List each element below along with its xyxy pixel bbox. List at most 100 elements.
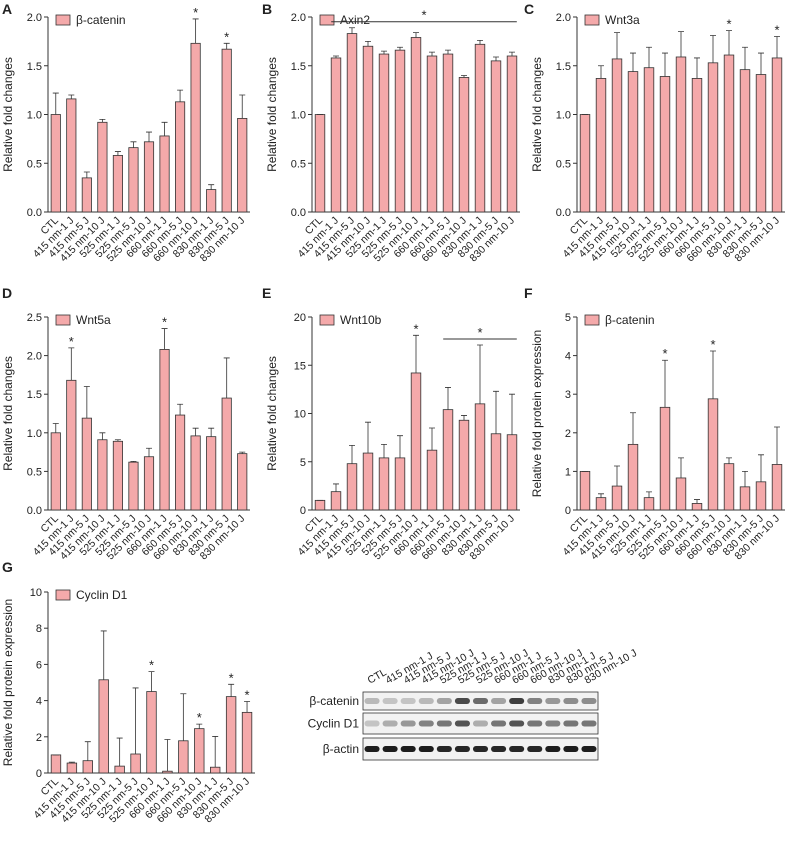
y-tick-label: 0 (36, 768, 42, 780)
error-bar (239, 451, 246, 454)
bar (611, 58, 623, 213)
bar (143, 456, 155, 511)
error-bar (228, 683, 235, 697)
blot-band (472, 746, 489, 752)
error-bar (208, 427, 215, 437)
blot-band (454, 720, 470, 727)
error-bar (333, 483, 339, 492)
y-axis-label: Relative fold changes (265, 356, 279, 471)
bar (362, 45, 374, 213)
significance-mark: * (197, 710, 202, 725)
y-tick-label: 0.0 (27, 207, 42, 219)
error-bar (146, 447, 152, 457)
y-axis-label: Relative fold changes (1, 356, 15, 471)
y-tick-label: 5 (300, 457, 306, 469)
error-bar (192, 18, 199, 44)
blot-band (509, 720, 525, 727)
error-bar (413, 32, 419, 38)
blot-band (382, 746, 398, 752)
error-bar (239, 94, 246, 119)
blot-band (527, 698, 543, 704)
bar (346, 33, 358, 213)
bar (595, 78, 607, 213)
panel-label: B (262, 1, 272, 17)
y-tick-label: 15 (294, 360, 306, 372)
significance-mark: * (477, 325, 482, 340)
error-bar (646, 46, 652, 68)
error-bar (429, 427, 435, 451)
bar (394, 457, 406, 511)
error-bar (710, 350, 716, 399)
y-tick-label: 1.0 (27, 428, 42, 440)
bar (394, 49, 406, 213)
legend-label: Wnt5a (76, 313, 111, 327)
error-bar (598, 493, 604, 498)
error-bar (365, 40, 371, 47)
bar (82, 760, 93, 774)
error-bar (381, 50, 387, 55)
significance-mark: * (193, 5, 198, 20)
bar (506, 434, 518, 511)
error-bar (710, 35, 716, 63)
bar (490, 433, 502, 511)
error-bar (192, 427, 199, 436)
error-bar (68, 94, 75, 99)
y-tick-label: 0.5 (27, 158, 42, 170)
blot-band (563, 720, 579, 727)
error-bar (116, 737, 123, 767)
blot-row-label: β-actin (323, 742, 359, 756)
y-axis-label: Relative fold protein expression (530, 330, 544, 497)
y-axis-label: Relative fold changes (265, 57, 279, 172)
bar (579, 470, 591, 511)
error-bar (208, 184, 215, 190)
bar (643, 497, 655, 511)
error-bar (381, 443, 387, 458)
error-bar (161, 121, 168, 136)
blot-band (364, 720, 380, 727)
y-tick-label: 0.5 (291, 158, 306, 170)
blot-band (364, 698, 380, 704)
panel-label: A (2, 1, 12, 17)
blot-band (581, 720, 597, 727)
y-tick-label: 1.0 (291, 110, 306, 122)
bar (130, 753, 141, 774)
y-tick-label: 0.5 (556, 158, 571, 170)
error-bar (509, 393, 515, 435)
bar (178, 740, 189, 774)
error-bar (130, 460, 137, 463)
error-bar (726, 30, 732, 56)
error-bar (177, 89, 184, 102)
error-bar (130, 141, 137, 148)
blot-panel (362, 712, 599, 735)
error-bar (397, 435, 403, 458)
y-axis-label: Relative fold protein expression (1, 599, 15, 766)
significance-mark: * (245, 688, 250, 703)
bar (81, 417, 92, 511)
error-bar (461, 415, 467, 421)
error-bar (177, 403, 184, 416)
bar (362, 452, 374, 511)
bar (175, 414, 186, 511)
bar (595, 497, 607, 511)
bar (114, 765, 125, 774)
error-bar (694, 499, 700, 504)
bar (627, 443, 639, 511)
legend-swatch (55, 589, 71, 601)
blot-band (400, 720, 416, 727)
blot-band (509, 698, 525, 704)
legend-label: β-catenin (76, 13, 126, 27)
error-bar (333, 55, 339, 58)
bar (190, 435, 201, 511)
bar (458, 77, 470, 213)
panel-label: E (262, 285, 271, 301)
y-tick-label: 0 (300, 505, 306, 517)
y-tick-label: 8 (36, 623, 42, 635)
bar (241, 711, 253, 774)
blot-band (491, 698, 507, 704)
error-bar (678, 31, 684, 57)
bar (771, 464, 783, 511)
blot-band (491, 720, 507, 727)
bar (659, 406, 671, 511)
panel-label: C (524, 1, 534, 17)
bar (755, 74, 767, 213)
